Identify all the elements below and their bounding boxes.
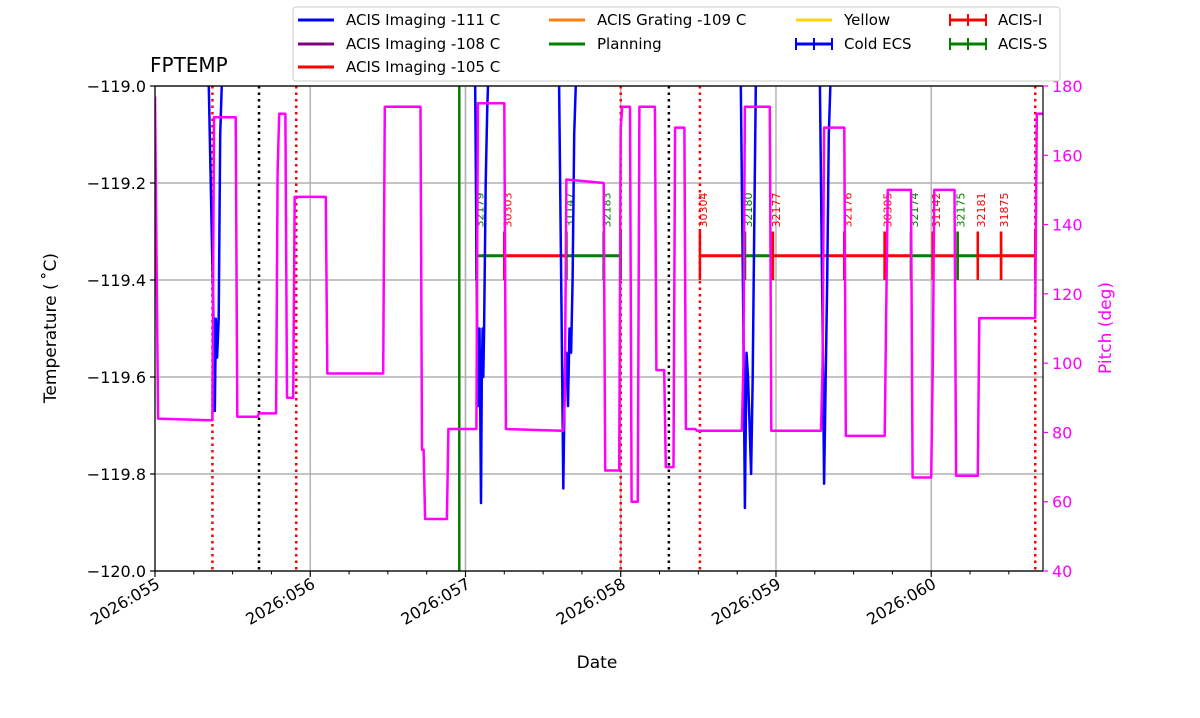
obsid-label: 31875: [998, 192, 1011, 227]
pitch-line: [155, 96, 1043, 521]
y2-tick-label: 160: [1052, 146, 1083, 165]
legend-label: ACIS Imaging -108 C: [346, 35, 500, 53]
y-tick-label: −119.4: [87, 271, 146, 290]
legend-label: Planning: [597, 35, 662, 53]
y2-tick-label: 180: [1052, 77, 1083, 96]
x-axis-label: Date: [577, 653, 618, 673]
legend-label: ACIS-I: [998, 11, 1042, 29]
legend-label: ACIS Grating -109 C: [597, 11, 746, 29]
obsid-label: 30304: [697, 193, 710, 228]
y2-tick-label: 100: [1052, 354, 1083, 373]
y-tick-label: −120.0: [87, 562, 146, 581]
legend-entry: ACIS Grating -109 C: [549, 11, 746, 29]
x-tick-label: 2026:058: [553, 574, 629, 629]
obsid-label: 32181: [975, 193, 988, 228]
series-layer: [155, 86, 1043, 521]
fptemp-line: [207, 86, 832, 510]
y-tick-label: −119.2: [87, 174, 146, 193]
y2-tick-label: 40: [1052, 562, 1072, 581]
x-tick-label: 2026:057: [398, 574, 474, 629]
y2-tick-label: 60: [1052, 493, 1072, 512]
y2-tick-label: 140: [1052, 216, 1083, 235]
legend-label: ACIS Imaging -111 C: [346, 11, 500, 29]
obsid-label: 31142: [930, 193, 943, 228]
legend-box: [292, 6, 1061, 82]
y-tick-label: −119.0: [87, 77, 146, 96]
obsid-label: 32177: [770, 193, 783, 228]
obsid-label: 32176: [841, 193, 854, 228]
legend-entry: Cold ECS: [795, 35, 912, 53]
y-axis-label: Temperature ( ˚C): [40, 253, 61, 404]
y2-tick-label: 120: [1052, 285, 1083, 304]
y2-tick-label: 80: [1052, 423, 1072, 442]
legend-entry: ACIS-S: [949, 35, 1047, 53]
x-tick-label: 2026:060: [863, 574, 939, 629]
legend-label: Yellow: [843, 11, 890, 29]
y-tick-label: −119.6: [87, 368, 146, 387]
legend-label: ACIS Imaging -105 C: [346, 58, 500, 76]
legend: ACIS Imaging -111 C ACIS Imaging -108 C AC…: [292, 6, 1061, 82]
y-tick-label: −119.8: [87, 465, 146, 484]
obsid-label: 32175: [955, 193, 968, 228]
x-tick-label: 2026:056: [242, 574, 318, 629]
legend-entry: ACIS-I: [949, 11, 1042, 29]
legend-entry: ACIS Imaging -108 C: [298, 35, 500, 53]
legend-entry: Planning: [549, 35, 662, 53]
legend-entry: ACIS Imaging -105 C: [298, 58, 500, 76]
obsid-label: 30303: [501, 193, 514, 228]
legend-entry: ACIS Imaging -111 C: [298, 11, 500, 29]
y2-axis-label: Pitch (deg): [1096, 282, 1116, 374]
grid-layer: [154, 85, 1043, 572]
x-tick-label: 2026:055: [87, 574, 163, 629]
x-tick-label: 2026:059: [708, 574, 784, 629]
legend-entry: Yellow: [796, 11, 890, 29]
chart-title: FPTEMP: [150, 53, 228, 77]
legend-label: ACIS-S: [998, 35, 1047, 53]
legend-label: Cold ECS: [844, 35, 912, 53]
